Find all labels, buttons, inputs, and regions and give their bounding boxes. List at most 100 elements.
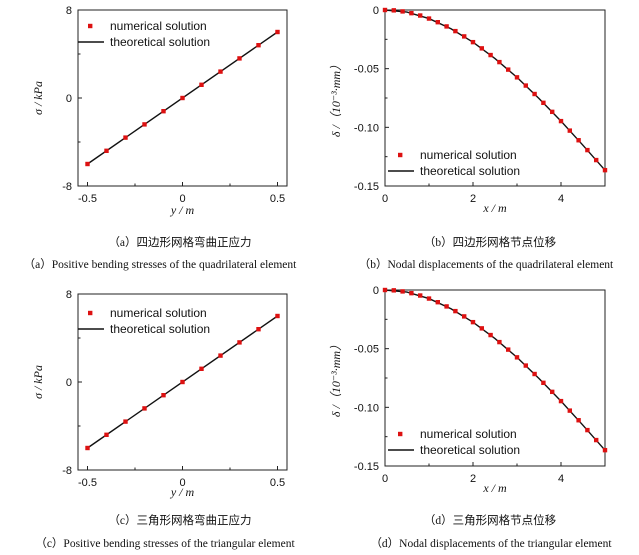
numerical-solution-marker	[567, 408, 572, 413]
numerical-solution-marker	[444, 24, 449, 29]
numerical-solution-marker	[104, 432, 109, 437]
chart-a: -0.5 0 0.5 -8 0 8 y / m σ / kPa numerical soluti…	[31, 5, 288, 217]
numerical-solution-marker	[418, 293, 423, 298]
legend-label-numerical: numerical solution	[420, 427, 517, 441]
numerical-solution-marker	[602, 167, 608, 173]
x-tick-label: 4	[558, 473, 564, 485]
numerical-solution-marker	[567, 128, 572, 133]
numerical-solution-marker	[180, 379, 185, 385]
legend-label-theoretical: theoretical solution	[110, 35, 210, 49]
legend-marker-numerical	[88, 23, 93, 29]
legend-label-theoretical: theoretical solution	[110, 322, 210, 336]
y-axis-label: δ /（10⁻³·mm）	[329, 59, 343, 137]
caption-b-cn: （b）四边形网格节点位移	[423, 237, 557, 249]
numerical-solution-marker	[161, 109, 166, 114]
numerical-solution-marker	[576, 138, 581, 143]
y-tick-label: -0.05	[354, 344, 379, 356]
y-axis-label: δ /（10⁻³·mm）	[329, 339, 343, 417]
numerical-solution-marker	[418, 13, 423, 18]
caption-c-en: （c）Positive bending stresses of the tria…	[35, 538, 295, 550]
numerical-solution-marker	[550, 109, 555, 115]
numerical-solution-marker	[594, 157, 599, 163]
numerical-solution-marker	[514, 75, 520, 80]
numerical-solution-marker	[541, 380, 546, 386]
numerical-solution-marker	[85, 445, 90, 451]
numerical-solution-marker	[275, 313, 280, 319]
numerical-solution-marker	[506, 347, 511, 352]
numerical-solution-marker	[585, 147, 590, 153]
numerical-solution-marker	[453, 308, 458, 314]
numerical-solution-marker	[462, 34, 467, 39]
numerical-solution-marker	[558, 398, 564, 404]
y-tick-label: -0.10	[354, 122, 379, 134]
x-tick-label: 4	[558, 193, 564, 205]
numerical-solution-marker	[479, 326, 484, 331]
numerical-solution-marker	[594, 437, 599, 443]
caption-a-cn: （a）四边形网格弯曲正应力	[108, 237, 252, 249]
numerical-solution-marker	[470, 319, 476, 325]
numerical-solution-marker	[444, 304, 449, 309]
x-axis-label: y / m	[170, 203, 195, 217]
numerical-solution-marker	[161, 393, 166, 398]
y-tick-label: 0	[373, 285, 379, 297]
numerical-solution-marker	[488, 332, 493, 338]
y-tick-label: 0	[373, 5, 379, 17]
x-axis-label: x / m	[482, 481, 507, 495]
numerical-solution-marker	[488, 52, 493, 58]
numerical-solution-marker	[514, 355, 520, 360]
numerical-solution-marker	[391, 8, 396, 13]
x-tick-label: 2	[470, 193, 476, 205]
numerical-solution-marker	[275, 29, 280, 35]
legend-label-theoretical: theoretical solution	[420, 164, 520, 178]
numerical-solution-marker	[602, 447, 608, 453]
numerical-solution-marker	[576, 418, 581, 423]
numerical-solution-marker	[550, 389, 555, 395]
legend-marker-numerical	[398, 152, 403, 158]
chart-d: 0 2 4 0 -0.05 -0.10 -0.15 x / m δ /（10⁻³·mm） nume…	[329, 285, 608, 495]
numerical-solution-marker	[218, 353, 223, 358]
numerical-solution-marker	[237, 340, 242, 345]
x-tick-label: -0.5	[78, 477, 97, 489]
legend-label-theoretical: theoretical solution	[420, 443, 520, 457]
x-tick-label: 0	[179, 193, 185, 205]
y-tick-label: 8	[66, 289, 72, 301]
caption-d-cn: （d）三角形网格节点位移	[423, 515, 557, 527]
numerical-solution-marker	[523, 363, 528, 368]
numerical-solution-marker	[382, 287, 388, 293]
y-tick-label: -0.05	[354, 64, 379, 76]
numerical-solution-marker	[558, 118, 564, 124]
legend-marker-numerical	[398, 431, 403, 437]
y-tick-label: -0.15	[354, 181, 379, 193]
caption-b-en: （b）Nodal displacements of the quadrilate…	[358, 259, 614, 271]
theoretical-solution-line	[384, 9, 606, 171]
x-axis-label: y / m	[170, 485, 195, 499]
numerical-solution-marker	[180, 95, 185, 101]
caption-c-cn: （c）三角形网格弯曲正应力	[108, 515, 252, 527]
x-tick-label: 0.5	[270, 193, 285, 205]
numerical-solution-marker	[523, 83, 528, 88]
numerical-solution-marker	[532, 91, 537, 97]
numerical-solution-marker	[391, 288, 396, 293]
numerical-solution-marker	[409, 290, 414, 296]
numerical-solution-marker	[199, 366, 204, 371]
legend-label-numerical: numerical solution	[110, 19, 207, 33]
numerical-solution-marker	[497, 59, 502, 65]
numerical-solution-marker	[104, 148, 109, 153]
numerical-solution-marker	[532, 371, 537, 377]
y-tick-label: -0.10	[354, 402, 379, 414]
numerical-solution-marker	[123, 419, 128, 424]
x-tick-label: 0	[179, 477, 185, 489]
y-tick-label: -8	[62, 465, 72, 477]
numerical-solution-marker	[382, 7, 388, 13]
y-axis-label: σ / kPa	[31, 365, 45, 399]
y-tick-label: 0	[66, 93, 72, 105]
numerical-solution-marker	[400, 289, 405, 294]
y-tick-label: -8	[62, 181, 72, 193]
numerical-solution-marker	[256, 43, 261, 48]
numerical-solution-marker	[426, 296, 432, 301]
numerical-solution-marker	[142, 122, 147, 127]
legend-marker-numerical	[88, 310, 93, 316]
chart-c: -0.5 0 0.5 -8 0 8 y / m σ / kPa numerical soluti…	[31, 289, 288, 499]
numerical-solution-marker	[142, 406, 147, 411]
